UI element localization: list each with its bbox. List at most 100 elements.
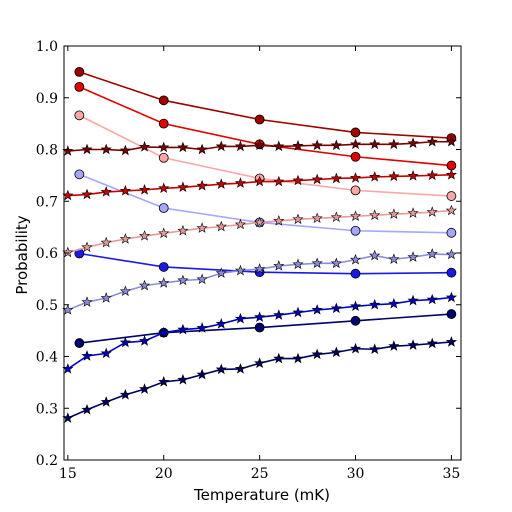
data-point xyxy=(119,336,131,348)
data-point xyxy=(330,172,342,184)
data-point xyxy=(81,241,93,253)
data-point xyxy=(215,220,227,232)
data-point xyxy=(254,322,265,333)
data-point xyxy=(177,373,189,385)
data-point xyxy=(311,304,323,315)
data-point xyxy=(254,357,266,368)
data-point xyxy=(234,312,247,324)
data-point xyxy=(349,172,362,183)
data-point xyxy=(426,337,438,349)
data-point xyxy=(311,257,323,269)
series-10 xyxy=(62,248,457,315)
data-point xyxy=(81,403,93,415)
data-point xyxy=(311,139,323,151)
data-point xyxy=(350,268,361,279)
data-point xyxy=(158,182,170,194)
data-point xyxy=(138,279,151,291)
x-tick-label: 20 xyxy=(155,466,173,482)
data-point xyxy=(446,309,457,319)
data-point xyxy=(330,211,342,223)
data-point xyxy=(158,203,169,213)
data-point xyxy=(62,412,74,423)
data-point xyxy=(426,293,438,305)
data-point xyxy=(196,368,208,380)
data-point xyxy=(177,224,189,236)
series-3-line xyxy=(78,114,452,197)
series-7 xyxy=(62,135,457,156)
data-point xyxy=(445,336,457,347)
data-point xyxy=(407,339,419,350)
data-point xyxy=(292,174,304,186)
y-tick-label: 0.4 xyxy=(36,350,58,366)
data-point xyxy=(158,227,170,239)
data-point xyxy=(138,335,151,346)
data-point xyxy=(158,277,170,288)
data-point xyxy=(445,169,457,180)
data-point xyxy=(292,352,304,364)
data-point xyxy=(215,267,227,278)
data-point xyxy=(234,218,247,230)
data-point xyxy=(273,352,285,364)
data-point xyxy=(350,185,361,196)
series-11 xyxy=(62,291,457,374)
data-point xyxy=(81,143,93,155)
data-point xyxy=(196,322,208,333)
series-9 xyxy=(62,204,457,258)
data-point xyxy=(158,152,169,163)
data-point xyxy=(350,225,361,236)
data-point xyxy=(369,209,381,220)
data-point xyxy=(426,206,438,217)
data-point xyxy=(158,141,170,153)
data-point xyxy=(369,298,381,310)
data-point xyxy=(177,323,189,335)
data-point xyxy=(100,186,112,197)
data-point xyxy=(74,66,85,77)
data-point xyxy=(349,253,362,265)
data-point xyxy=(62,246,74,258)
data-point xyxy=(74,338,85,348)
data-point xyxy=(369,343,381,354)
data-point xyxy=(119,285,131,297)
data-point xyxy=(177,274,189,286)
data-point xyxy=(158,95,169,106)
data-point xyxy=(446,227,457,238)
data-point xyxy=(446,191,457,201)
series-12-line xyxy=(67,341,452,419)
y-axis-label: Probability xyxy=(13,215,31,294)
data-point xyxy=(119,144,131,156)
data-point xyxy=(158,326,170,338)
data-point xyxy=(254,139,266,151)
series-2-line xyxy=(79,86,452,167)
data-point xyxy=(311,212,323,224)
data-point xyxy=(426,248,438,259)
series-8 xyxy=(62,169,457,201)
data-point xyxy=(349,300,362,312)
data-point xyxy=(215,140,227,152)
data-point xyxy=(349,138,362,150)
data-point xyxy=(388,297,400,309)
data-point xyxy=(74,169,85,180)
x-tick-label: 15 xyxy=(59,466,77,482)
series-3 xyxy=(74,110,457,201)
y-tick-label: 0.5 xyxy=(36,298,58,314)
data-point xyxy=(196,222,208,233)
data-point xyxy=(330,139,342,151)
data-point xyxy=(234,264,247,276)
data-point xyxy=(234,140,247,152)
plot-marks xyxy=(62,66,457,423)
x-tick-label: 30 xyxy=(347,466,365,482)
data-point xyxy=(254,175,266,187)
data-point xyxy=(407,251,419,262)
data-point xyxy=(62,363,74,374)
data-point xyxy=(292,213,304,225)
data-point xyxy=(62,189,74,201)
axis-ticks: 15 20 25 30 35 0.2 0.3 0.4 0.5 0.6 0.7 0.8 0.9 1.0 xyxy=(36,39,461,482)
data-point xyxy=(138,184,151,195)
x-tick-label: 35 xyxy=(442,466,460,482)
data-point xyxy=(407,294,419,306)
data-point xyxy=(273,260,285,271)
data-point xyxy=(138,383,151,394)
data-point xyxy=(119,185,131,196)
data-point xyxy=(100,236,112,248)
